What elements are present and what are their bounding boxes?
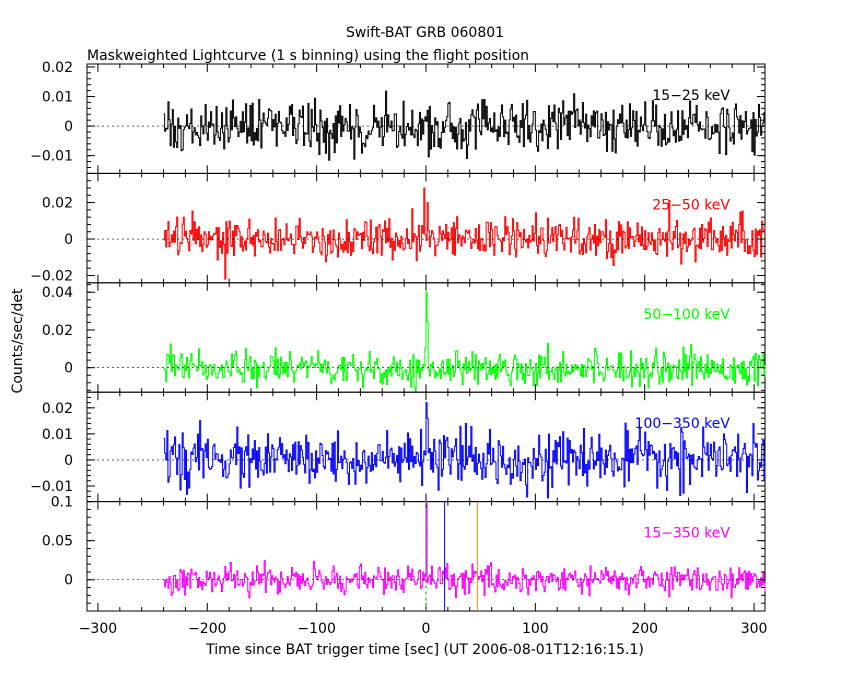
x-tick-label: −200 bbox=[188, 621, 226, 637]
y-tick-label: 0.02 bbox=[42, 60, 73, 76]
y-tick-label: 0.01 bbox=[42, 90, 73, 106]
chart-title: Swift-BAT GRB 060801 bbox=[346, 25, 504, 41]
y-tick-label: 0 bbox=[64, 573, 73, 589]
panel-frame bbox=[86, 172, 766, 284]
panels-group: −0.01 0 0.01 0.02 15−25 keV −0.02 0 0.02 25−50 k… bbox=[30, 60, 767, 637]
y-tick-label: −0.02 bbox=[30, 269, 73, 285]
lightcurve-series bbox=[163, 90, 766, 161]
x-tick-label: −300 bbox=[79, 621, 117, 637]
y-tick-label: 0 bbox=[64, 119, 73, 135]
lightcurve-series bbox=[163, 291, 766, 392]
band-label: 50−100 keV bbox=[643, 307, 730, 323]
x-tick-label: 300 bbox=[741, 621, 768, 637]
y-tick-label: 0.01 bbox=[42, 427, 73, 443]
y-tick-label: 0.04 bbox=[42, 285, 73, 301]
y-tick-label: 0.02 bbox=[42, 401, 73, 417]
x-tick-label: −100 bbox=[297, 621, 335, 637]
y-tick-label: 0 bbox=[64, 361, 73, 377]
y-tick-label: −0.01 bbox=[30, 479, 73, 495]
x-axis-label: Time since BAT trigger time [sec] (UT 20… bbox=[205, 642, 644, 658]
chart-subtitle: Maskweighted Lightcurve (1 s binning) us… bbox=[87, 48, 529, 64]
lightcurve-series bbox=[163, 187, 766, 280]
lightcurve-series bbox=[163, 501, 766, 599]
x-tick-label: 0 bbox=[422, 621, 431, 637]
y-tick-label: 0.02 bbox=[42, 323, 73, 339]
lightcurve-series bbox=[163, 402, 766, 499]
x-tick-label: 200 bbox=[631, 621, 658, 637]
y-tick-label: −0.01 bbox=[30, 149, 73, 165]
y-tick-label: 0 bbox=[64, 453, 73, 469]
band-label: 25−50 keV bbox=[652, 197, 730, 213]
y-tick-label: 0.1 bbox=[51, 495, 73, 511]
y-tick-label: 0 bbox=[64, 232, 73, 248]
band-label: 100−350 keV bbox=[635, 416, 731, 432]
band-label: 15−350 keV bbox=[643, 526, 730, 542]
x-tick-label: 100 bbox=[522, 621, 549, 637]
y-axis-label: Counts/sec/det bbox=[10, 288, 26, 393]
y-tick-label: 0.02 bbox=[42, 196, 73, 212]
y-tick-label: 0.05 bbox=[42, 534, 73, 550]
band-label: 15−25 keV bbox=[652, 88, 730, 104]
